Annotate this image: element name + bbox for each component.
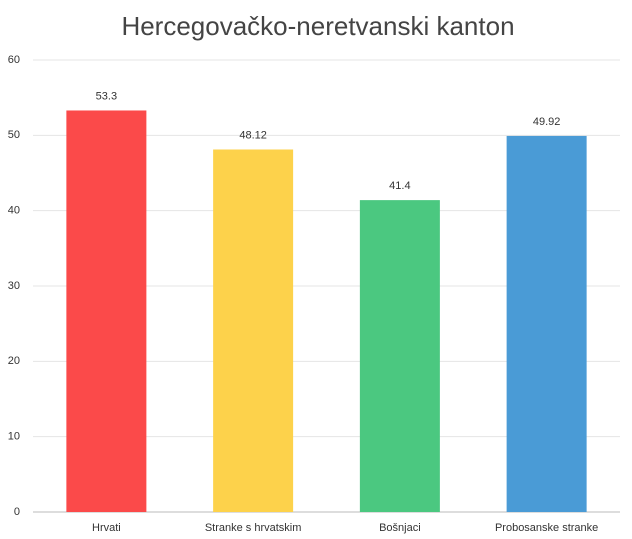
- y-tick-label: 60: [8, 54, 20, 66]
- y-tick-label: 20: [8, 355, 20, 367]
- bar: [66, 110, 147, 513]
- bar: [506, 135, 587, 512]
- value-label: 53.3: [96, 90, 117, 102]
- value-label: 41.4: [389, 180, 410, 192]
- y-tick-label: 50: [8, 129, 20, 141]
- value-label: 48.12: [239, 129, 267, 141]
- y-tick-label: 30: [8, 280, 20, 292]
- bar: [359, 200, 440, 512]
- x-tick-label: Bošnjaci: [379, 522, 421, 534]
- value-label: 49.92: [533, 116, 561, 128]
- y-tick-label: 10: [8, 431, 20, 443]
- x-tick-label: Stranke s hrvatskim: [205, 522, 302, 534]
- x-tick-label: Probosanske stranke: [495, 522, 598, 534]
- x-tick-label: Hrvati: [92, 522, 121, 534]
- y-tick-label: 0: [14, 506, 20, 518]
- y-tick-label: 40: [8, 205, 20, 217]
- bar: [213, 149, 294, 512]
- chart-title: Hercegovačko-neretvanski kanton: [121, 11, 514, 41]
